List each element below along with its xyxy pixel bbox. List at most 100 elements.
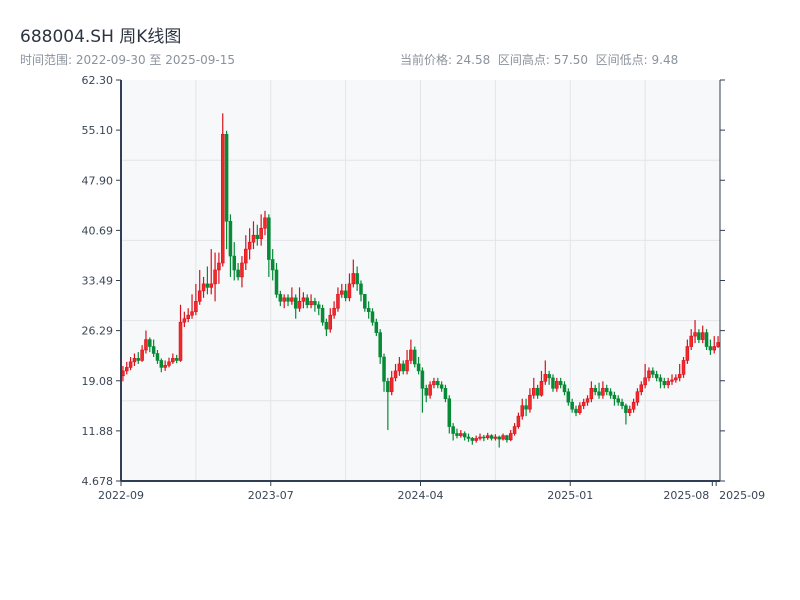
y-tick-label: 55.10 (82, 124, 114, 137)
candle-body (597, 391, 601, 396)
candle-body (681, 360, 686, 375)
candle-body (290, 297, 294, 302)
candle-body (213, 269, 217, 285)
candle-body (186, 314, 190, 319)
y-tick-label: 19.08 (82, 375, 114, 388)
candle-body (389, 377, 394, 393)
candle-body (566, 391, 571, 403)
candle-body (178, 321, 183, 361)
candle-body (589, 387, 594, 400)
candle-body (217, 262, 221, 271)
candle-body (670, 379, 674, 382)
candle-body (209, 283, 213, 288)
candle-body (251, 234, 256, 243)
candle-body (428, 384, 432, 396)
candle-body (240, 262, 244, 278)
candle-body (516, 415, 521, 427)
candle-body (405, 360, 409, 372)
date-range-text: 时间范围: 2022-09-30 至 2025-09-15 (20, 53, 235, 67)
candle-body (585, 398, 590, 403)
y-tick-label: 47.90 (82, 174, 114, 187)
candle-body (689, 335, 693, 347)
candle-body (351, 273, 356, 285)
candle-body (478, 436, 482, 439)
candle-body (347, 283, 352, 299)
candle-body (316, 304, 321, 309)
candle-body (532, 387, 536, 396)
candle-body (604, 387, 609, 393)
candle-body (174, 358, 179, 361)
candle-body (355, 273, 359, 285)
candle-body (332, 307, 336, 316)
candle-body (267, 217, 271, 260)
candle-body (624, 405, 628, 413)
candle-body (263, 217, 267, 229)
candle-body (528, 394, 532, 410)
candle-body (497, 436, 501, 440)
candle-body (324, 321, 329, 330)
candle-body (167, 361, 171, 366)
candle-body (297, 301, 302, 309)
candle-body (305, 297, 309, 306)
x-tick-label: 2023-07 (248, 489, 294, 502)
candle-body (700, 332, 705, 340)
candle-body (459, 433, 463, 436)
candle-body (543, 374, 548, 382)
candle-body (278, 294, 283, 302)
candle-body (570, 401, 574, 410)
candle-body (555, 381, 559, 389)
candle-body (608, 391, 613, 396)
candle-body (374, 321, 379, 333)
candle-body (336, 294, 340, 309)
candle-body (658, 377, 663, 382)
candle-body (125, 367, 129, 372)
candle-body (436, 381, 440, 386)
candle-body (155, 353, 160, 361)
candle-body (520, 405, 525, 417)
candle-body (136, 358, 141, 361)
candle-body (228, 220, 233, 257)
candle-body (485, 435, 490, 439)
y-tick-label: 11.88 (82, 425, 114, 438)
candle-body (397, 363, 402, 372)
candle-body (674, 377, 678, 381)
candle-body (631, 401, 636, 410)
candle-body (612, 394, 617, 400)
candle-body (647, 370, 651, 379)
candle-body (382, 356, 386, 382)
candle-body (651, 370, 655, 375)
candle-body (171, 358, 175, 363)
candle-body (313, 301, 317, 306)
y-tick-label: 33.49 (82, 275, 114, 288)
candle-body (616, 398, 621, 403)
candle-body (148, 339, 152, 347)
candle-body (551, 377, 555, 389)
candle-body (470, 438, 475, 441)
x-tick-label: 2025-01 (547, 489, 593, 502)
candle-body (401, 363, 405, 372)
candle-body (505, 435, 509, 441)
candle-body (378, 332, 382, 358)
candle-body (293, 297, 298, 309)
candle-body (685, 346, 690, 361)
candle-body (259, 227, 263, 239)
candle-body (662, 381, 667, 386)
candle-body (482, 436, 486, 439)
candle-body (409, 349, 413, 361)
candle-body (501, 435, 505, 440)
candle-body (474, 438, 478, 441)
candle-body (466, 436, 471, 439)
candle-body (593, 387, 597, 393)
candle-body (328, 314, 333, 330)
candle-body (182, 318, 187, 323)
candle-body (462, 433, 467, 438)
candle-body (190, 311, 194, 316)
candle-body (132, 358, 137, 363)
y-tick-label: 62.30 (82, 74, 114, 87)
candle-body (578, 405, 582, 413)
candle-body (620, 401, 624, 406)
y-tick-label: 4.678 (82, 475, 114, 488)
candle-body (455, 433, 459, 436)
candle-body (128, 361, 133, 368)
